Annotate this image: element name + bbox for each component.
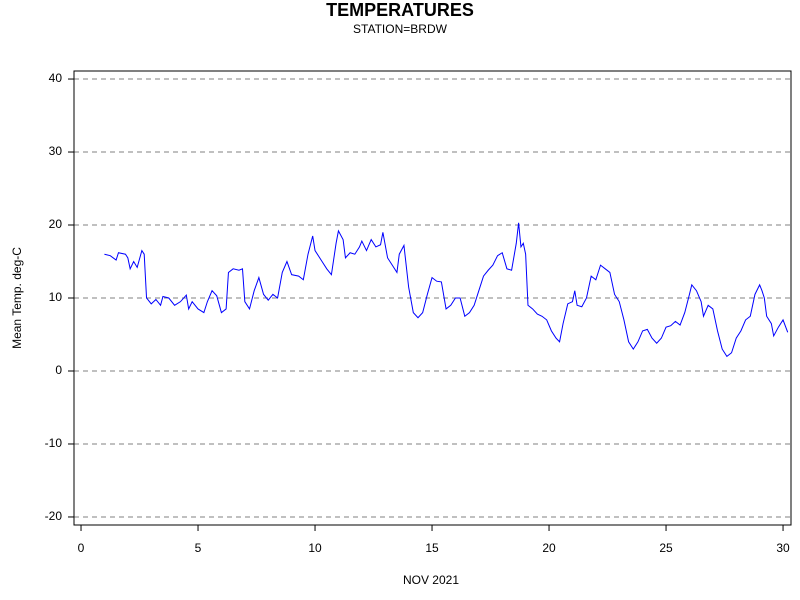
y-axis-label: Mean Temp. deg-C (10, 247, 24, 349)
x-tick-label: 20 (542, 541, 556, 555)
y-tick-label: 0 (55, 363, 62, 377)
x-axis-label: NOV 2021 (403, 573, 459, 587)
plot-frame (73, 70, 792, 526)
x-tick-label: 15 (425, 541, 439, 555)
x-tick-label: 25 (659, 541, 673, 555)
x-tick-label: 10 (308, 541, 322, 555)
x-tick-label: 0 (78, 541, 85, 555)
y-tick-label: 40 (49, 71, 63, 85)
y-tick-label: -10 (45, 436, 63, 450)
y-tick-label: 30 (49, 144, 63, 158)
y-tick-label: 20 (49, 217, 63, 231)
chart-title: TEMPERATURES (326, 0, 474, 20)
x-tick-label: 5 (195, 541, 202, 555)
y-tick-label: -20 (45, 509, 63, 523)
x-tick-label: 30 (776, 541, 790, 555)
y-tick-label: 10 (49, 290, 63, 304)
chart-subtitle: STATION=BRDW (353, 22, 448, 36)
temperature-line (104, 222, 789, 358)
